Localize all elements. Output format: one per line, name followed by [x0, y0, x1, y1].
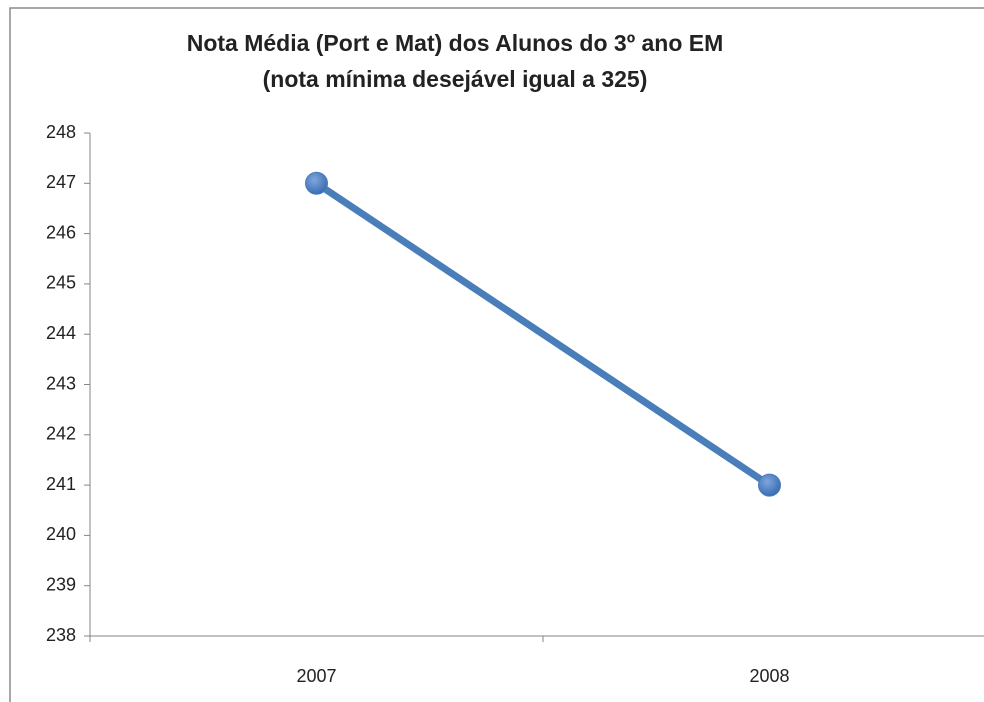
chart-border — [9, 7, 984, 702]
data-line — [313, 179, 773, 489]
y-tick-label: 241 — [46, 474, 76, 494]
chart-subtitle: (nota mínima desejável igual a 325) — [263, 66, 648, 92]
x-tick-label: 2008 — [749, 666, 789, 686]
y-tick-label: 248 — [46, 122, 76, 142]
x-tick-label: 2007 — [296, 666, 336, 686]
y-tick-label: 242 — [46, 424, 76, 444]
y-tick-label: 246 — [46, 222, 76, 242]
chart-title: Nota Média (Port e Mat) dos Alunos do 3º… — [187, 30, 724, 56]
y-tick-label: 240 — [46, 524, 76, 544]
data-point — [305, 171, 328, 195]
y-tick-label: 244 — [46, 323, 76, 343]
y-tick-label: 238 — [46, 625, 76, 645]
y-tick-label: 239 — [46, 574, 76, 594]
y-tick-label: 245 — [46, 273, 76, 293]
y-tick-label: 243 — [46, 373, 76, 393]
y-tick-label: 247 — [46, 172, 76, 192]
data-point — [758, 473, 781, 497]
